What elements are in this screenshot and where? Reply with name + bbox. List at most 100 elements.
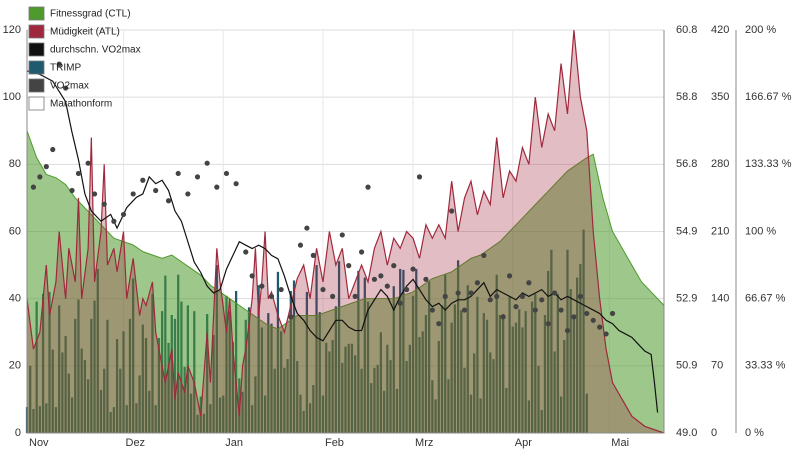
vo2max-point (552, 290, 558, 296)
vo2max-point (532, 307, 538, 313)
vo2max-point (288, 314, 294, 320)
trimp-tick-label: 350 (711, 91, 729, 103)
x-month-tick-label: Jan (225, 437, 243, 449)
vo2max-point (481, 252, 487, 259)
vo2max-point (50, 146, 56, 153)
vo2max-point (339, 232, 345, 238)
vo2max-point (130, 191, 136, 197)
percent-tick-label: 166.67 % (745, 91, 792, 103)
vo2max-tick-label: 60.8 (676, 24, 697, 36)
vo2max-point (358, 249, 365, 255)
legend-label: durchschn. VO2max (50, 45, 141, 56)
vo2max-tick-label: 54.9 (676, 225, 697, 237)
legend-item[interactable]: Müdigkeit (ATL) (28, 24, 120, 39)
vo2max-point (330, 293, 336, 299)
trimp-tick-label: 210 (711, 225, 729, 237)
vo2max-point (75, 170, 82, 177)
vo2max-point (243, 249, 249, 255)
percent-tick-label: 33.33 % (745, 360, 786, 372)
legend-swatch (28, 96, 45, 111)
ctl-atl-areas (26, 29, 665, 434)
vo2max-point (371, 276, 378, 282)
vo2max-point (558, 307, 564, 313)
vo2max-point (474, 280, 480, 286)
vo2max-point (101, 201, 107, 207)
percent-tick-label: 200 % (745, 24, 776, 36)
vo2max-point (140, 177, 146, 183)
vo2max-point (153, 187, 159, 194)
left-y-tick-label: 60 (9, 225, 21, 237)
vo2max-point (545, 321, 551, 327)
vo2max-point (259, 283, 265, 289)
vo2max-point (603, 331, 609, 337)
vo2max-point (423, 276, 429, 282)
vo2max-point (564, 327, 571, 334)
left-y-tick-label: 100 (3, 91, 21, 103)
avg-vo2max-line (26, 70, 659, 413)
legend-label: Fitnessgrad (CTL) (50, 9, 131, 20)
vo2max-point (410, 266, 416, 272)
vo2max-point (185, 191, 191, 197)
vo2max-point (590, 317, 596, 323)
vo2max-point (194, 174, 201, 180)
percent-tick-label: 66.67 % (745, 293, 786, 305)
vo2max-point (571, 314, 577, 320)
vo2max-point (214, 184, 220, 190)
vo2max-point (165, 198, 172, 204)
legend-item[interactable]: TRIMP (28, 60, 81, 75)
vo2max-tick-label: 50.9 (676, 360, 697, 372)
atl-line (26, 29, 665, 434)
vo2max-point (397, 300, 403, 306)
x-month-tick-label: Feb (325, 437, 344, 449)
x-month-tick-label: Apr (515, 437, 532, 449)
ctl-area (26, 130, 665, 434)
vo2max-point (468, 290, 474, 296)
vo2max-point (378, 273, 384, 279)
legend[interactable]: Fitnessgrad (CTL) Müdigkeit (ATL) durchsch… (28, 6, 141, 111)
left-y-tick-label: 0 (15, 427, 21, 439)
atl-area (27, 30, 664, 433)
vo2max-point (85, 160, 91, 166)
vo2max-point (175, 170, 181, 177)
percent-tick-label: 0 % (745, 427, 764, 439)
left-y-tick-label: 120 (3, 24, 21, 36)
vo2max-point (442, 293, 448, 299)
vo2max-point (391, 263, 397, 269)
vo2max-point (43, 164, 49, 170)
trimp-tick-label: 420 (711, 24, 729, 36)
percent-tick-label: 100 % (745, 225, 776, 237)
legend-item[interactable]: VO2max (28, 78, 89, 93)
vo2max-point (487, 297, 493, 303)
legend-label: Marathonform (50, 99, 112, 110)
legend-item[interactable]: Fitnessgrad (CTL) (28, 6, 131, 21)
legend-label: Müdigkeit (ATL) (50, 27, 120, 38)
vo2max-point (346, 263, 352, 269)
left-y-tick-label: 20 (9, 360, 21, 372)
vo2max-point (304, 225, 310, 231)
legend-swatch (28, 60, 45, 75)
legend-swatch (28, 24, 45, 39)
trimp-tick-label: 70 (711, 360, 723, 372)
vo2max-point (584, 310, 590, 317)
vo2max-tick-label: 49.0 (676, 427, 697, 439)
vo2max-point (249, 273, 255, 279)
vo2max-point (352, 293, 358, 299)
trimp-tick-label: 280 (711, 158, 729, 170)
vo2max-point (404, 286, 410, 293)
legend-swatch (28, 78, 45, 93)
legend-swatch (28, 6, 45, 21)
vo2max-point (416, 174, 423, 180)
legend-item[interactable]: durchschn. VO2max (28, 42, 141, 57)
x-month-tick-label: Mai (611, 437, 629, 449)
vo2max-points (30, 61, 616, 337)
vo2max-point (429, 307, 435, 313)
vo2max-point (233, 181, 239, 187)
vo2max-point (494, 293, 500, 299)
vo2max-point (120, 211, 127, 218)
legend-item[interactable]: Marathonform (28, 96, 112, 111)
vo2max-point (519, 293, 526, 299)
trimp-tick-label: 140 (711, 293, 729, 305)
vo2max-point (365, 184, 371, 190)
percent-tick-label: 133.33 % (745, 158, 792, 170)
